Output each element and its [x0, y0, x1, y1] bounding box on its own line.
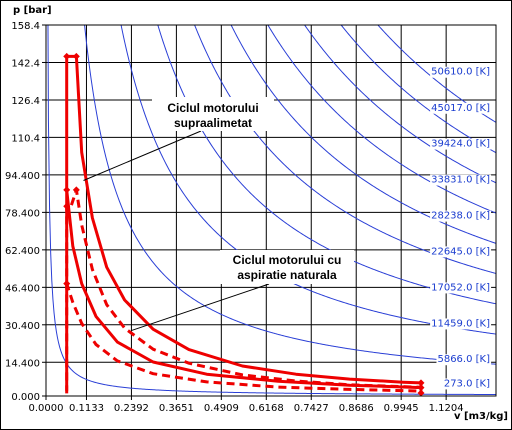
annotation-text: aspiratie naturala [237, 268, 337, 282]
cycle-point-marker [417, 384, 425, 392]
annotation-text: Ciclul motorului [167, 101, 258, 115]
plot-area [46, 25, 496, 396]
x-tick-label: 0.3651 [159, 403, 194, 414]
cycle-point-marker [63, 186, 71, 194]
cycle-markers [63, 52, 425, 397]
y-tick-label: 46.400 [5, 283, 40, 294]
isotherm-label: 33831.0 [K] [431, 175, 490, 186]
x-tick-label: 0.2392 [114, 403, 149, 414]
y-tick-label: 30.400 [5, 321, 40, 332]
isotherm-label-bg [430, 282, 492, 294]
isotherm-label-bg [430, 174, 492, 186]
x-tick-label: 1.1204 [429, 403, 464, 414]
isotherm-labels: 50610.0 [K] 45017.0 [K] 39424.0 [K] 33831.0… [430, 66, 492, 390]
isotherm-curve [377, 25, 496, 123]
x-tick-label: 0.6168 [249, 403, 284, 414]
y-axis-label: p [bar] [13, 5, 52, 16]
isotherm-label-bg [430, 66, 492, 78]
isotherm-label-bg [436, 354, 492, 366]
x-tick-label: 0.1133 [69, 403, 104, 414]
cycle-point-marker [417, 389, 425, 397]
isotherm-label-bg [430, 210, 492, 222]
y-tick-label: 110.4 [11, 133, 40, 144]
cycle-point-marker [63, 202, 71, 210]
isotherm-label-bg [430, 102, 492, 114]
isotherm-label: 5866.0 [K] [437, 354, 490, 365]
isotherm-curve [304, 25, 496, 184]
y-tick-label: 14.400 [5, 358, 40, 369]
x-tick-label: 0.4909 [204, 403, 239, 414]
annotation-leader [83, 130, 202, 181]
x-axis-label: v [m3/kg] [454, 411, 508, 422]
y-tick-label: 126.4 [11, 96, 40, 107]
y-tick-label: 78.400 [5, 208, 40, 219]
isotherm-label: 39424.0 [K] [431, 139, 490, 150]
isotherm-label: 45017.0 [K] [431, 103, 490, 114]
supercharged-cycle [65, 54, 423, 391]
isotherm-label: 28238.0 [K] [431, 211, 490, 222]
annotation-leader [131, 283, 270, 331]
cycle-series [65, 54, 423, 394]
cycle-point-marker [63, 52, 71, 60]
isotherm-label-bg [430, 246, 492, 258]
y-tick-label: 62.400 [5, 246, 40, 257]
y-tick-label: 142.4 [11, 58, 40, 69]
isotherm-label-bg [430, 318, 492, 330]
isotherm-label: 50610.0 [K] [431, 67, 490, 78]
isotherm-curve [340, 25, 496, 154]
cycle-point-marker [63, 280, 71, 288]
cycle-point-marker [417, 379, 425, 387]
isotherm-label: 273.0 [K] [444, 378, 490, 389]
isotherm-label-bg [430, 138, 492, 150]
axes: 0.0000 0.1133 0.2392 0.3651 0.4909 0.6168 0.74… [5, 5, 508, 422]
annotation-box [220, 250, 354, 284]
isotherm-curve [230, 25, 496, 244]
isotherm-curve [267, 25, 496, 214]
natural-aspiration-cycle [65, 188, 423, 394]
y-tick-label: 158.4 [11, 21, 40, 32]
y-tick-label: 0.000 [11, 392, 40, 403]
isotherm-label: 11459.0 [K] [431, 318, 490, 329]
annotation-box [152, 97, 274, 131]
isotherm-label-bg [442, 378, 492, 390]
x-tick-label: 0.0000 [29, 403, 64, 414]
x-tick-label: 0.8686 [339, 403, 374, 414]
annotation-text: supraalimetat [174, 116, 252, 130]
x-tick-label: 0.9945 [384, 403, 419, 414]
cycle-point-marker [72, 52, 80, 60]
y-tick-label: 94.400 [5, 171, 40, 182]
isotherm-label: 17052.0 [K] [431, 282, 490, 293]
plot-frame [45, 24, 497, 397]
isotherm-label: 22645.0 [K] [431, 246, 490, 257]
isotherm-curve [84, 25, 496, 365]
annotation-text: Ciclul motorului cu [233, 253, 342, 267]
cycle-point-marker [72, 186, 80, 194]
x-tick-label: 0.7427 [294, 403, 329, 414]
